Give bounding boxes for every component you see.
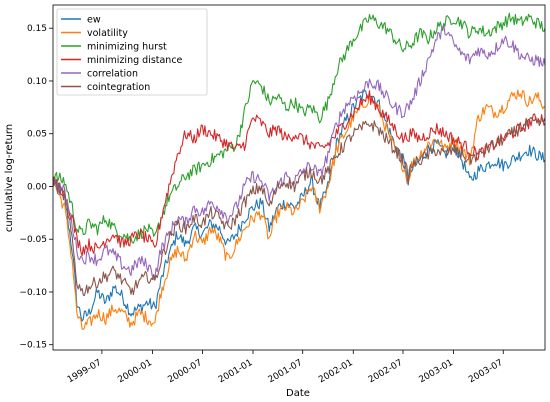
legend-label: minimizing distance (87, 55, 183, 66)
y-tick-label: 0.05 (27, 130, 47, 140)
y-axis-label: cumulative log-return (4, 124, 15, 232)
legend-box (56, 8, 208, 96)
series-line-correlation (52, 23, 546, 280)
series-line-cointegration (52, 116, 546, 297)
series-line-volatility (52, 89, 546, 330)
y-tick-label: −0.10 (19, 288, 47, 298)
x-tick-label: 2000-01 (116, 358, 154, 385)
x-tick-label: 2003-01 (417, 358, 455, 385)
series-line-ew (52, 90, 546, 322)
x-tick-label: 2001-07 (267, 358, 305, 385)
plot-frame (52, 4, 546, 351)
legend-label: ew (87, 15, 101, 26)
legend-label: cointegration (87, 82, 150, 93)
y-axis: −0.15 −0.10 −0.05 0.00 0.05 0.10 0.15 (19, 24, 53, 351)
series-line-minimizing-hurst (52, 12, 546, 244)
x-axis: 1999-07 2000-01 2000-07 2001-01 2001-07 2002-… (66, 350, 505, 385)
legend: ew volatility minimizing hurst minimizing d… (56, 8, 208, 96)
y-tick-label: 0.15 (27, 24, 47, 34)
legend-label: volatility (87, 28, 128, 39)
x-tick-label: 2002-07 (367, 358, 405, 385)
legend-label: correlation (87, 69, 138, 80)
x-tick-label: 2003-07 (467, 358, 505, 385)
y-tick-label: −0.15 (19, 341, 47, 351)
legend-label: minimizing hurst (87, 42, 167, 53)
x-tick-label: 2000-07 (166, 358, 204, 385)
series-line-minimizing-distance (52, 90, 546, 257)
y-tick-label: 0.10 (27, 77, 47, 87)
y-tick-label: −0.05 (19, 235, 47, 245)
x-axis-label: Date (286, 388, 310, 399)
x-tick-label: 2001-01 (217, 358, 255, 385)
series-group (52, 12, 546, 330)
y-tick-label: 0.00 (27, 182, 47, 192)
x-tick-label: 2002-01 (317, 358, 355, 385)
x-tick-label: 1999-07 (66, 358, 104, 385)
